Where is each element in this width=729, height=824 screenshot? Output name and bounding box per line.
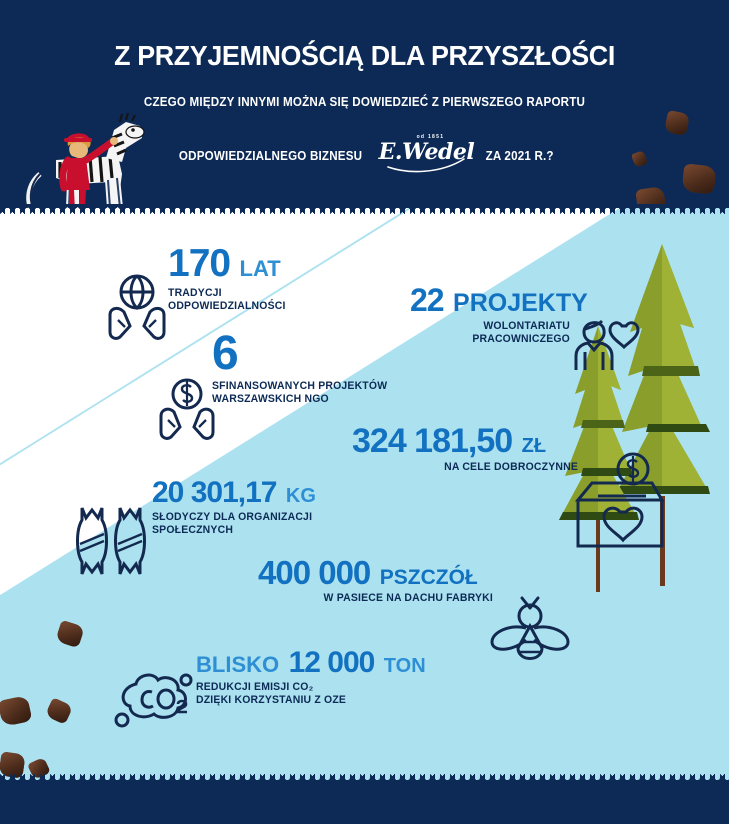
header-banner: Z PRZYJEMNOŚCIĄ DLA PRZYSZŁOŚCI CZEGO MI…	[0, 0, 729, 214]
stat-charity-description: NA CELE DOBROCZYNNE	[444, 461, 578, 473]
stat-sweets-unit: KG	[285, 485, 316, 507]
stat-projects-number: 22	[410, 282, 445, 318]
header-subtitle-line1: CZEGO MIĘDZY INNYMI MOŻNA SIĘ DOWIEDZIEĆ…	[143, 95, 586, 109]
stat-ngo-number: 6	[212, 327, 239, 380]
stat-co2-number: 12 000	[288, 646, 376, 679]
stat-co2-reduction: BLISKO 12 000 TON REDUKCJI EMISJI CO₂ DZ…	[196, 648, 426, 708]
stat-bees-description: W PASIECE NA DACHU FABRYKI	[323, 592, 493, 604]
stat-charity-money: 324 181,50 ZŁ NA CELE DOBROCZYNNE	[352, 424, 578, 474]
stat-ngo-description: SFINANSOWANYCH PROJEKTÓW WARSZAWSKICH NG…	[212, 380, 388, 406]
main-panel: 170 LAT TRADYCJI ODPOWIEDZIALNOŚCI 22 PR…	[0, 208, 729, 780]
stat-projects-unit: PROJEKTY	[453, 289, 588, 317]
hands-globe-icon	[108, 274, 166, 340]
footer-band	[0, 782, 729, 824]
donation-box-icon	[574, 452, 665, 548]
stat-sweets-description: SŁODYCZY DLA ORGANIZACJI SPOŁECZNYCH	[152, 511, 313, 537]
stat-sweets-donated: 20 301,17 KG SŁODYCZY DLA ORGANIZACJI SP…	[152, 478, 321, 538]
wedel-underline-swash	[387, 158, 466, 173]
stat-co2-description: REDUKCJI EMISJI CO₂ DZIĘKI KORZYSTANIU Z…	[196, 681, 347, 707]
stat-bees-unit: PSZCZÓŁ	[379, 566, 478, 589]
stat-charity-number: 324 181,50	[352, 422, 513, 460]
person-heart-icon	[574, 319, 640, 370]
header-subtitle-after: ZA 2021 R.?	[486, 149, 555, 163]
candy-icon	[76, 507, 146, 575]
hands-coin-icon	[159, 378, 215, 440]
stat-tradition: 170 LAT TRADYCJI ODPOWIEDZIALNOŚCI	[168, 244, 292, 314]
stat-ngo-projects: 6 SFINANSOWANYCH PROJEKTÓW WARSZAWSKICH …	[212, 330, 396, 407]
stat-sweets-number: 20 301,17	[152, 476, 277, 509]
wedel-brand-name: E.Wedel	[378, 139, 475, 165]
stat-projects-volunteer: 22 PROJEKTY WOLONTARIATU PRACOWNICZEGO	[410, 284, 588, 347]
header-subtitle-row: ODPOWIEDZIALNEGO BIZNESU od 1851 E.Wedel…	[0, 133, 729, 179]
wedel-established-text: od 1851	[416, 134, 445, 140]
zigzag-edge-bottom	[0, 773, 729, 784]
wedel-logo: od 1851 E.Wedel	[378, 133, 475, 179]
stat-tradition-number: 170	[168, 242, 231, 285]
boy-with-zebra-illustration	[26, 112, 145, 214]
stat-co2-unit: TON	[383, 655, 426, 677]
co2-cloud-icon	[114, 673, 193, 728]
stat-bees: 400 000 PSZCZÓŁ W PASIECE NA DACHU FABRY…	[258, 556, 493, 605]
zigzag-edge-top	[0, 204, 729, 215]
stat-charity-unit: ZŁ	[521, 435, 547, 457]
bee-icon	[490, 596, 570, 660]
stat-bees-number: 400 000	[258, 554, 371, 591]
stat-tradition-description: TRADYCJI ODPOWIEDZIALNOŚCI	[168, 287, 286, 313]
header-subtitle-before: ODPOWIEDZIALNEGO BIZNESU	[179, 149, 363, 163]
stat-co2-prefix: BLISKO	[196, 652, 280, 677]
stat-tradition-unit: LAT	[239, 256, 281, 281]
stat-projects-description: WOLONTARIATU PRACOWNICZEGO	[472, 320, 570, 346]
page-title: Z PRZYJEMNOŚCIĄ DLA PRZYSZŁOŚCI	[114, 40, 615, 71]
